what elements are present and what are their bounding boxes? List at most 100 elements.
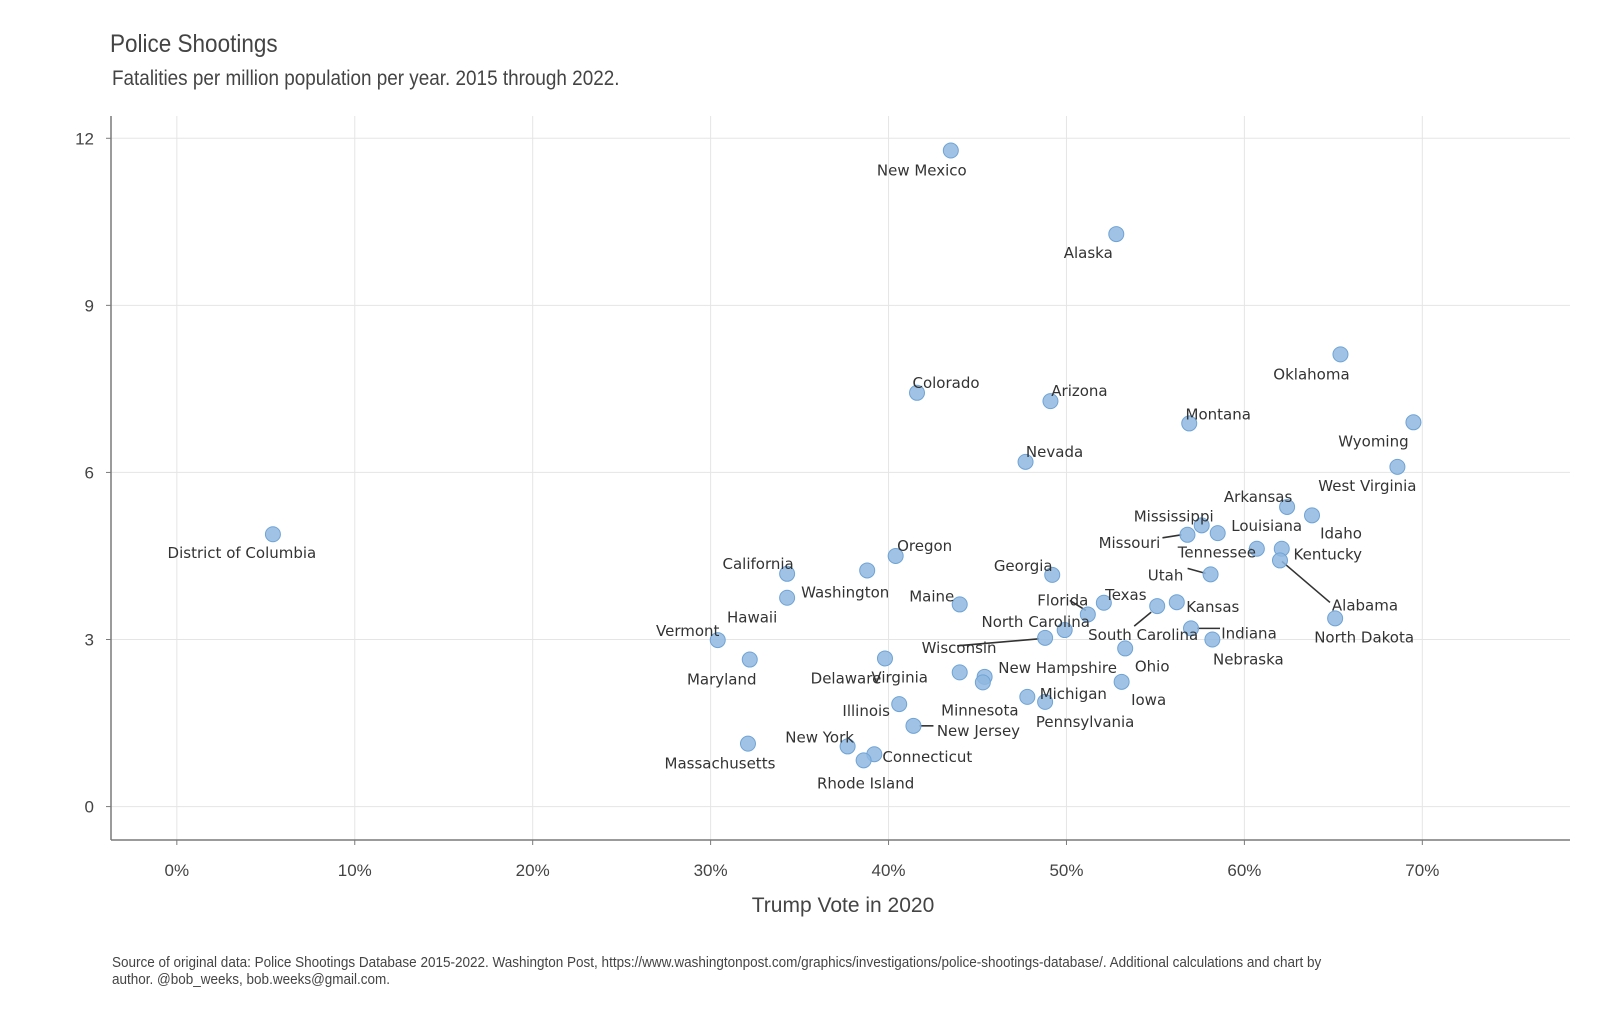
point-label: New Hampshire <box>998 659 1117 677</box>
x-tick-label: 50% <box>1049 861 1083 880</box>
data-point <box>1017 453 1034 470</box>
leader-line <box>1187 567 1206 575</box>
data-point <box>1279 498 1296 515</box>
point-label: Texas <box>1104 586 1147 604</box>
point-label: New Jersey <box>937 722 1020 740</box>
x-tick-label: 10% <box>338 861 372 880</box>
point-label: Ohio <box>1135 657 1170 675</box>
x-tick-label: 40% <box>872 861 906 880</box>
point-label: Mississippi <box>1134 507 1214 525</box>
point-label: Delaware <box>811 669 882 687</box>
data-point <box>1271 552 1288 569</box>
point-label: Tennessee <box>1177 544 1256 562</box>
y-tick-label: 0 <box>85 798 94 817</box>
point-label: Nevada <box>1026 443 1083 461</box>
data-point <box>1056 622 1073 639</box>
data-point <box>942 142 959 159</box>
point-label: Kentucky <box>1294 546 1363 564</box>
y-tick-label: 3 <box>85 631 94 650</box>
data-point <box>1117 640 1134 657</box>
data-point <box>1113 673 1130 690</box>
point-label: Nebraska <box>1213 651 1284 669</box>
chart-title: Police Shootings <box>110 30 278 58</box>
data-point <box>1248 540 1265 557</box>
data-point <box>1209 525 1226 542</box>
data-point <box>1095 594 1112 611</box>
data-point <box>741 651 758 668</box>
point-label: Alabama <box>1332 596 1398 614</box>
point-label: Indiana <box>1221 624 1277 642</box>
data-point <box>1168 594 1185 611</box>
data-point <box>264 526 281 543</box>
point-label: Hawaii <box>727 609 777 627</box>
x-tick-label: 70% <box>1405 861 1439 880</box>
data-point <box>739 735 756 752</box>
data-point <box>1149 598 1166 615</box>
data-point <box>709 632 726 649</box>
point-label: Georgia <box>994 557 1053 575</box>
data-point <box>909 384 926 401</box>
data-point <box>1037 629 1054 646</box>
point-label: Alaska <box>1064 244 1113 262</box>
point-label: Wisconsin <box>922 639 997 657</box>
point-label: Connecticut <box>882 748 972 766</box>
data-point <box>1183 620 1200 637</box>
point-label: California <box>723 555 794 573</box>
leader-line <box>957 638 1040 647</box>
data-point <box>1327 610 1344 627</box>
data-point <box>905 717 922 734</box>
point-label: Virginia <box>871 668 928 686</box>
data-point <box>951 596 968 613</box>
data-point <box>1389 458 1406 475</box>
point-label: Missouri <box>1099 534 1161 552</box>
point-label: Minnesota <box>941 701 1018 719</box>
data-point <box>1193 517 1210 534</box>
data-point <box>779 565 796 582</box>
point-label: Colorado <box>912 374 979 392</box>
point-label: South Carolina <box>1088 626 1198 644</box>
point-label: Rhode Island <box>817 774 914 792</box>
leader-line <box>1133 611 1152 627</box>
point-label: West Virginia <box>1318 477 1416 495</box>
tick-labels: 0% 10% 20% 30% 40% 50% 60% 70% 0 3 6 9 12 <box>75 129 1439 880</box>
data-point <box>1181 415 1198 432</box>
point-label: Maine <box>909 587 954 605</box>
data-point <box>1202 566 1219 583</box>
point-label: Arkansas <box>1224 488 1293 506</box>
point-label: Arizona <box>1051 382 1107 400</box>
x-tick-label: 0% <box>165 861 190 880</box>
point-label: Pennsylvania <box>1036 713 1135 731</box>
point-label: Iowa <box>1131 691 1166 709</box>
point-labels: New Mexico Alaska Oklahoma Colorado Arizona M… <box>168 162 1417 793</box>
data-point <box>891 696 908 713</box>
x-tick-label: 20% <box>516 861 550 880</box>
y-tick-label: 9 <box>85 296 94 315</box>
data-point <box>1332 346 1349 363</box>
y-tick-label: 12 <box>75 129 94 148</box>
data-point <box>859 562 876 579</box>
point-label: Florida <box>1037 591 1088 609</box>
y-tick-label: 6 <box>85 463 94 482</box>
point-label: North Dakota <box>1314 628 1414 646</box>
point-label: Maryland <box>687 671 757 689</box>
data-point <box>1405 414 1422 431</box>
point-label: Illinois <box>842 702 890 720</box>
data-point <box>1044 566 1061 583</box>
data-point <box>1079 606 1096 623</box>
data-point <box>876 650 893 667</box>
point-label: Montana <box>1186 405 1251 423</box>
data-point <box>951 664 968 681</box>
chart-subtitle: Fatalities per million population per ye… <box>112 67 620 90</box>
data-point <box>1179 526 1196 543</box>
point-label: New York <box>785 728 854 746</box>
x-tick-label: 60% <box>1227 861 1261 880</box>
data-point <box>974 674 991 691</box>
data-point <box>1304 507 1321 524</box>
data-point <box>855 752 872 769</box>
chart-caption: Source of original data: Police Shooting… <box>112 954 1322 988</box>
point-label: New Mexico <box>877 162 967 180</box>
data-point <box>779 589 796 606</box>
point-label: Utah <box>1148 566 1184 584</box>
